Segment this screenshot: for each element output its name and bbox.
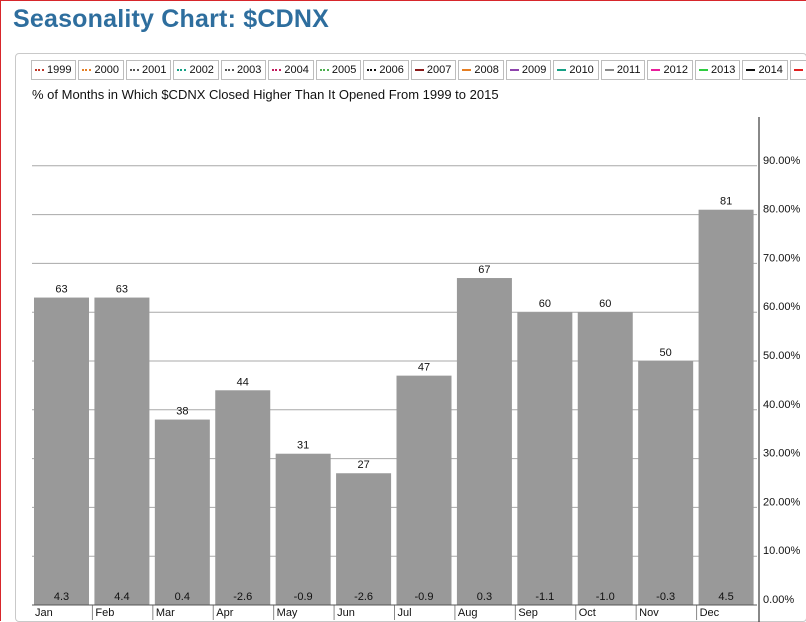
avg-change-label: -2.6 [233,591,252,603]
avg-change-label: -1.1 [535,591,554,603]
x-tick-label: Jul [398,607,412,619]
bar-value-label: 38 [176,406,188,418]
bar-value-label: 47 [418,362,430,374]
bar-value-label: 27 [357,459,369,471]
avg-change-label: 0.4 [175,591,190,603]
bar-oct [578,312,633,605]
x-tick-label: Oct [579,607,596,619]
y-tick-label: 30.00% [763,448,801,460]
y-tick-label: 50.00% [763,350,801,362]
bar-apr [215,390,270,605]
y-tick-label: 10.00% [763,545,801,557]
bar-feb [94,298,149,605]
y-tick-label: 20.00% [763,496,801,508]
x-tick-label: Apr [216,607,233,619]
bar-value-label: 50 [660,347,672,359]
y-tick-label: 90.00% [763,155,801,167]
avg-change-label: 0.3 [477,591,492,603]
x-tick-label: Feb [95,607,114,619]
x-tick-label: Mar [156,607,175,619]
x-tick-label: Dec [700,607,720,619]
bar-jul [397,376,452,605]
x-tick-label: May [277,607,298,619]
avg-change-label: -1.0 [596,591,615,603]
bar-value-label: 31 [297,440,309,452]
avg-change-label: -0.9 [415,591,434,603]
x-tick-label: Jan [35,607,53,619]
x-tick-label: Aug [458,607,478,619]
avg-change-label: 4.5 [718,591,733,603]
x-tick-label: Jun [337,607,355,619]
bar-aug [457,278,512,605]
bar-jun [336,473,391,605]
bar-value-label: 81 [720,196,732,208]
y-tick-label: 70.00% [763,252,801,264]
y-tick-label: 60.00% [763,301,801,313]
avg-change-label: -0.3 [656,591,675,603]
x-tick-label: Nov [639,607,659,619]
avg-change-label: -0.9 [294,591,313,603]
x-tick-label: Sep [518,607,538,619]
bar-nov [638,361,693,605]
bar-value-label: 67 [478,264,490,276]
y-tick-label: 40.00% [763,399,801,411]
bar-mar [155,420,210,605]
y-tick-label: 0.00% [763,594,794,606]
bar-may [276,454,331,605]
avg-change-label: 4.3 [54,591,69,603]
bar-value-label: 63 [116,284,128,296]
bar-sep [517,312,572,605]
bar-value-label: 63 [55,284,67,296]
y-tick-label: 80.00% [763,204,801,216]
avg-change-label: 4.4 [114,591,129,603]
bar-value-label: 60 [539,298,551,310]
bar-dec [699,210,754,605]
bar-value-label: 60 [599,298,611,310]
avg-change-label: -2.6 [354,591,373,603]
bar-value-label: 44 [237,376,249,388]
bar-jan [34,298,89,605]
